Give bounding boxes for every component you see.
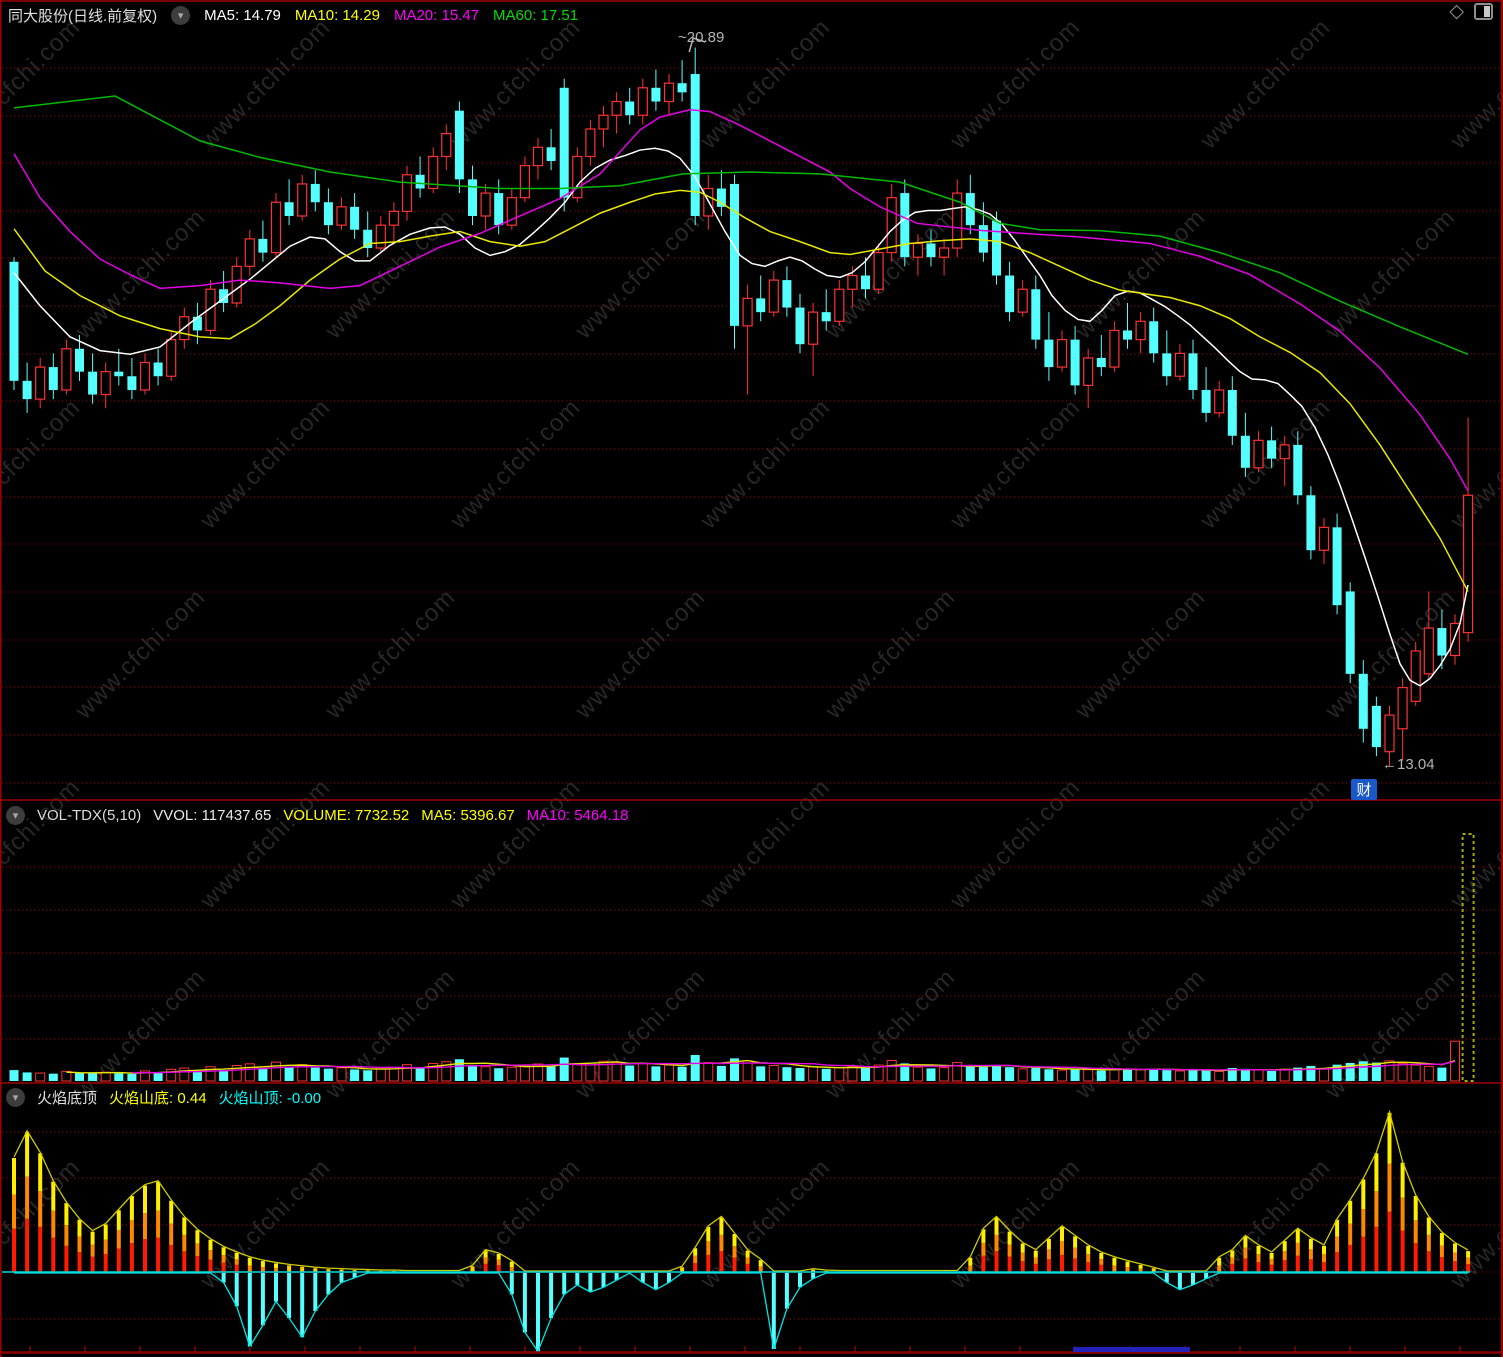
chevron-down-icon[interactable]: ▾ [6, 1087, 25, 1107]
svg-text:www.cfchi.com: www.cfchi.com [0, 394, 86, 535]
annotation-layer [688, 37, 706, 53]
flame-indicator-name: 火焰底顶 [37, 1089, 98, 1107]
ma5-line [13, 147, 1469, 687]
price-panel-header: 同大股份(日线.前复权) ▾ MA5: 14.79 MA10: 14.29 MA… [8, 3, 578, 27]
candles-layer [9, 47, 1474, 767]
svg-text:www.cfchi.com: www.cfchi.com [194, 774, 335, 915]
ma20-line [13, 109, 1469, 492]
svg-text:www.cfchi.com: www.cfchi.com [444, 394, 585, 535]
svg-text:www.cfchi.com: www.cfchi.com [0, 14, 86, 155]
ma10-line [13, 189, 1469, 592]
diamond-icon[interactable]: ◇ [1449, 1, 1464, 22]
window-controls: ◇ [1449, 2, 1493, 21]
svg-text:www.cfchi.com: www.cfchi.com [569, 584, 710, 725]
svg-text:www.cfchi.com: www.cfchi.com [694, 774, 835, 915]
ma-lines-layer [13, 95, 1469, 687]
svg-text:www.cfchi.com: www.cfchi.com [1319, 964, 1460, 1105]
svg-text:www.cfchi.com: www.cfchi.com [69, 584, 210, 725]
svg-text:www.cfchi.com: www.cfchi.com [1444, 774, 1503, 915]
svg-text:www.cfchi.com: www.cfchi.com [944, 394, 1085, 535]
vvol-value: VVOL: 117437.65 [153, 806, 272, 824]
time-axis [0, 1346, 1503, 1354]
flame-layer [2, 1109, 1471, 1353]
svg-text:www.cfchi.com: www.cfchi.com [1194, 1154, 1335, 1295]
flame-bottom-value: 火焰山底: 0.44 [109, 1089, 207, 1107]
svg-text:www.cfchi.com: www.cfchi.com [819, 964, 960, 1105]
grid-layer [2, 67, 1501, 1320]
svg-text:www.cfchi.com: www.cfchi.com [944, 14, 1085, 155]
low-price-annotation: ←13.04 [1382, 756, 1435, 773]
svg-text:www.cfchi.com: www.cfchi.com [819, 584, 960, 725]
svg-text:www.cfchi.com: www.cfchi.com [194, 14, 335, 155]
volume-indicator-name: VOL-TDX(5,10) [37, 806, 142, 824]
svg-text:www.cfchi.com: www.cfchi.com [569, 964, 710, 1105]
chevron-down-icon[interactable]: ▾ [6, 805, 25, 825]
ma5-label: MA5: 14.79 [204, 6, 281, 24]
svg-text:www.cfchi.com: www.cfchi.com [1069, 964, 1210, 1105]
svg-text:www.cfchi.com: www.cfchi.com [1444, 1154, 1503, 1295]
svg-text:www.cfchi.com: www.cfchi.com [0, 774, 86, 915]
vol-ma5-value: MA5: 5396.67 [421, 806, 515, 824]
volume-panel-header: ▾ VOL-TDX(5,10) VVOL: 117437.65 VOLUME: … [6, 803, 628, 827]
finance-badge[interactable]: 财 [1351, 779, 1377, 800]
ma60-label: MA60: 17.51 [493, 6, 579, 24]
svg-text:www.cfchi.com: www.cfchi.com [319, 584, 460, 725]
ma20-label: MA20: 15.47 [393, 6, 480, 24]
ma10-label: MA10: 14.29 [294, 6, 380, 24]
svg-text:www.cfchi.com: www.cfchi.com [194, 394, 335, 535]
panel-layout-icon[interactable] [1474, 3, 1493, 20]
page-title: 同大股份(日线.前复权) [8, 7, 158, 25]
svg-text:www.cfchi.com: www.cfchi.com [569, 204, 710, 345]
svg-text:www.cfchi.com: www.cfchi.com [1319, 204, 1460, 345]
volume-cursor-column [1461, 833, 1475, 1082]
vol-ma10-value: MA10: 5464.18 [526, 806, 629, 824]
svg-text:www.cfchi.com: www.cfchi.com [1069, 584, 1210, 725]
svg-text:www.cfchi.com: www.cfchi.com [694, 394, 835, 535]
ma60-line [13, 95, 1469, 355]
volume-layer [9, 1040, 1460, 1082]
flame-panel-header: ▾ 火焰底顶 火焰山底: 0.44 火焰山顶: -0.00 [6, 1086, 321, 1108]
svg-text:www.cfchi.com: www.cfchi.com [944, 774, 1085, 915]
svg-text:www.cfchi.com: www.cfchi.com [944, 1154, 1085, 1295]
svg-text:www.cfchi.com: www.cfchi.com [1194, 774, 1335, 915]
svg-text:www.cfchi.com: www.cfchi.com [1444, 14, 1503, 155]
chevron-down-icon[interactable]: ▾ [171, 5, 191, 25]
high-price-annotation: ~20.89 [678, 29, 725, 46]
axis-selection-highlight[interactable] [1073, 1347, 1190, 1352]
svg-text:www.cfchi.com: www.cfchi.com [1194, 14, 1335, 155]
svg-text:www.cfchi.com: www.cfchi.com [319, 964, 460, 1105]
svg-text:www.cfchi.com: www.cfchi.com [444, 774, 585, 915]
svg-text:www.cfchi.com: www.cfchi.com [69, 964, 210, 1105]
volume-value: VOLUME: 7732.52 [283, 806, 410, 824]
flame-top-value: 火焰山顶: -0.00 [218, 1089, 322, 1107]
